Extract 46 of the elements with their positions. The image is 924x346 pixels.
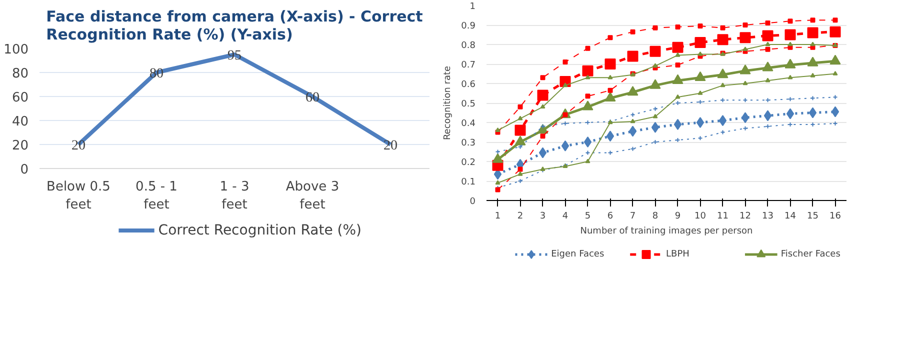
x-tick-label: 4	[562, 212, 568, 222]
legend-label: Fischer Faces	[780, 250, 841, 260]
x-tick-label: 11	[717, 212, 728, 222]
x-tick-label: 14	[784, 212, 796, 222]
x-axis-title: Number of training images per person	[580, 226, 753, 236]
x-tick-label: Below 0.5 feet	[46, 180, 110, 212]
x-tick-label: 1 - 3 feet	[220, 180, 250, 212]
x-tick-label: 0.5 - 1 feet	[136, 180, 178, 212]
y-tick-label: 40	[12, 114, 29, 130]
x-tick-label: 2	[517, 212, 524, 222]
legend-label: Correct Recognition Rate (%)	[158, 222, 362, 238]
x-tick-label: 12	[740, 212, 751, 222]
y-tick-label: 0	[470, 197, 476, 207]
x-tick-label: 16	[830, 212, 842, 222]
y-axis-title: Recognition rate	[443, 65, 454, 140]
y-tick-label: 20	[12, 138, 29, 154]
y-tick-label: 80	[12, 66, 29, 82]
y-tick-label: 60	[12, 90, 29, 106]
y-tick-label: 0.4	[461, 119, 476, 129]
legend-label: Eigen Faces	[551, 250, 604, 260]
x-tick-label: 3	[540, 212, 546, 222]
y-tick-label: 1	[470, 2, 476, 12]
y-tick-label: 0.5	[461, 100, 476, 110]
x-tick-label: 7	[630, 212, 636, 222]
y-tick-label: 0.8	[461, 41, 476, 51]
x-tick-label: Above 3 feet	[286, 180, 340, 212]
x-tick-label: 13	[762, 212, 774, 222]
x-tick-label: 15	[807, 212, 818, 222]
data-label: 20	[72, 138, 86, 154]
data-label: 20	[384, 138, 398, 154]
y-tick-label: 0.1	[461, 178, 476, 188]
x-tick-label: 5	[584, 212, 591, 222]
y-tick-label: 0.2	[461, 158, 476, 168]
x-tick-label: 8	[652, 212, 658, 222]
y-tick-label: 0.6	[461, 80, 476, 90]
y-tick-label: 0	[20, 162, 29, 178]
chart-title: Face distance from camera (X-axis) - Correct Recognition Rate (%) (Y-axis)	[46, 8, 423, 44]
x-tick-label: 9	[674, 212, 681, 222]
y-tick-label: 0.3	[461, 138, 476, 148]
y-tick-label: 100	[4, 42, 29, 58]
y-tick-label: 0.7	[461, 60, 476, 70]
y-tick-label: 0.9	[461, 22, 476, 32]
legend-label: LBPH	[666, 250, 690, 260]
x-tick-label: 10	[694, 212, 706, 222]
x-tick-label: 6	[607, 212, 614, 222]
x-tick-label: 1	[494, 212, 501, 222]
